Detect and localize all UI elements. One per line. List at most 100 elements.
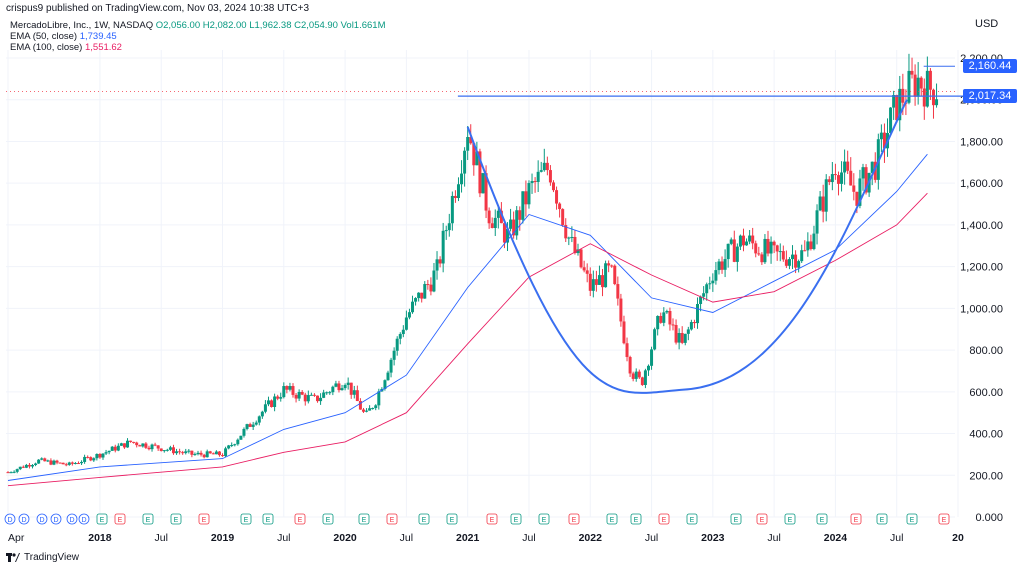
candle-body	[168, 447, 172, 450]
candle-body	[895, 95, 899, 121]
candle-body	[870, 161, 874, 173]
candle-body	[475, 151, 479, 166]
candle-body	[524, 191, 528, 205]
candle-body	[141, 443, 145, 447]
candle-body	[444, 230, 448, 232]
candle-body	[732, 239, 736, 262]
candle-body	[558, 203, 562, 210]
candle-body	[496, 210, 500, 218]
x-tick-label: 20	[952, 532, 964, 544]
candle-body	[181, 452, 185, 454]
candle-body	[916, 77, 920, 97]
candle-body	[594, 279, 598, 285]
y-tick-label: 1,400.00	[960, 220, 1003, 232]
candle-body	[628, 357, 632, 374]
event-marker-label: E	[662, 517, 667, 524]
candle-body	[861, 167, 865, 179]
candle-body	[576, 249, 580, 254]
candle-body	[31, 465, 35, 467]
candle-body	[331, 386, 335, 393]
candle-body	[447, 223, 451, 231]
candle-body	[931, 89, 935, 106]
candle-body	[171, 447, 175, 454]
event-marker	[96, 513, 108, 525]
event-marker	[386, 513, 398, 525]
candle-body	[153, 444, 157, 446]
candle-body	[245, 424, 249, 429]
candle-body	[735, 246, 739, 262]
cup-pattern-curve	[466, 99, 908, 394]
event-marker-label: E	[514, 517, 519, 524]
candle-body	[668, 311, 672, 325]
candle-body	[460, 173, 464, 185]
candle-body	[80, 461, 84, 464]
candle-body	[52, 460, 56, 465]
candle-body	[873, 161, 877, 180]
event-marker-label: E	[634, 517, 639, 524]
event-marker	[658, 513, 670, 525]
event-marker-label: D	[7, 517, 12, 524]
event-marker	[66, 513, 78, 525]
currency-label: USD	[975, 18, 999, 30]
tradingview-logo[interactable]: TradingView	[6, 552, 79, 563]
candle-body	[591, 279, 595, 291]
event-marker	[784, 513, 796, 525]
event-marker-label: E	[298, 517, 303, 524]
candle-body	[184, 451, 188, 454]
ema100-label: EMA (100, close)	[10, 42, 83, 53]
candle-body	[377, 391, 381, 406]
candle-body	[49, 460, 53, 465]
candle-body	[37, 459, 41, 464]
candle-body	[564, 225, 568, 239]
candle-body	[365, 410, 369, 412]
candle-body	[769, 241, 773, 254]
candle-body	[55, 460, 59, 463]
candle-body	[98, 453, 102, 458]
candle-body	[879, 132, 883, 140]
candle-body	[582, 267, 586, 271]
x-tick-label: Apr	[8, 532, 25, 544]
candle-body	[361, 409, 365, 412]
x-tick-label: Jul	[400, 532, 413, 544]
candle-body	[833, 174, 837, 176]
candle-body	[665, 311, 669, 313]
candle-body	[398, 334, 402, 339]
candle-body	[533, 181, 537, 183]
event-marker	[486, 513, 498, 525]
candle-body	[741, 235, 745, 246]
candle-body	[221, 455, 225, 457]
candle-body	[772, 241, 776, 246]
candle-body	[656, 315, 660, 330]
x-tick-label: Jul	[767, 532, 780, 544]
candle-body	[677, 333, 681, 343]
candle-body	[613, 265, 617, 285]
event-marker	[938, 513, 950, 525]
candle-body	[438, 259, 442, 264]
candle-body	[827, 179, 831, 183]
candle-body	[58, 462, 62, 464]
candle-body	[536, 171, 540, 182]
candle-body	[548, 170, 552, 183]
candle-body	[116, 445, 120, 451]
candle-body	[273, 396, 277, 407]
candle-body	[294, 394, 298, 399]
candle-body	[754, 243, 758, 254]
candle-body	[509, 219, 513, 229]
candle-body	[766, 238, 770, 254]
candle-body	[650, 349, 654, 366]
legend-symbol-row: MercadoLibre, Inc., 1W, NASDAQ O2,056.00…	[10, 20, 386, 31]
event-marker	[78, 513, 90, 525]
candle-body	[404, 317, 408, 330]
candle-body	[285, 386, 289, 390]
published-caption: crispus9 published on TradingView.com, N…	[6, 3, 310, 14]
event-marker-label: E	[450, 517, 455, 524]
candle-body	[846, 161, 850, 171]
candle-body	[89, 457, 93, 461]
candle-body	[794, 254, 798, 268]
candle-body	[316, 395, 320, 402]
event-marker-label: E	[100, 517, 105, 524]
candle-body	[132, 441, 136, 443]
event-marker	[294, 513, 306, 525]
candle-body	[478, 151, 482, 194]
